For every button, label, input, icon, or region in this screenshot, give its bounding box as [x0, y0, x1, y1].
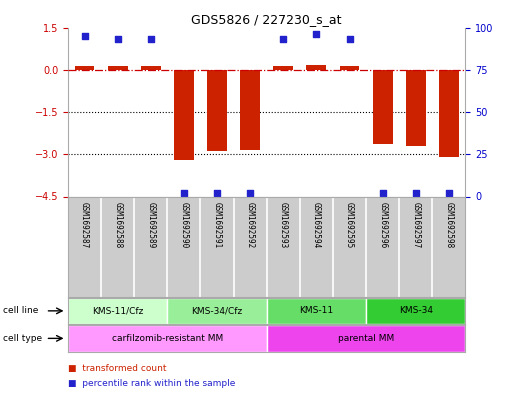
- Bar: [267, 325, 465, 352]
- Text: GSM1692589: GSM1692589: [146, 202, 155, 248]
- Bar: [75, 66, 95, 70]
- Bar: [267, 298, 366, 324]
- Point: [246, 190, 254, 196]
- Point: [146, 36, 155, 42]
- Text: KMS-34: KMS-34: [399, 307, 433, 315]
- Bar: [306, 65, 326, 70]
- Text: cell line: cell line: [3, 307, 38, 315]
- Text: parental MM: parental MM: [338, 334, 394, 343]
- Bar: [68, 298, 167, 324]
- Text: ■  percentile rank within the sample: ■ percentile rank within the sample: [68, 379, 235, 387]
- Bar: [207, 70, 227, 151]
- Text: ■  transformed count: ■ transformed count: [68, 364, 166, 373]
- Text: GSM1692597: GSM1692597: [411, 202, 420, 248]
- Point: [445, 190, 453, 196]
- Text: carfilzomib-resistant MM: carfilzomib-resistant MM: [112, 334, 223, 343]
- Text: GSM1692593: GSM1692593: [279, 202, 288, 248]
- Text: KMS-11: KMS-11: [299, 307, 334, 315]
- Text: GSM1692588: GSM1692588: [113, 202, 122, 248]
- Point: [312, 31, 321, 37]
- Text: GSM1692594: GSM1692594: [312, 202, 321, 248]
- Bar: [366, 298, 465, 324]
- Text: GSM1692595: GSM1692595: [345, 202, 354, 248]
- Point: [279, 36, 288, 42]
- Bar: [108, 66, 128, 70]
- Point: [81, 33, 89, 39]
- Text: GSM1692591: GSM1692591: [212, 202, 222, 248]
- Bar: [274, 66, 293, 70]
- Bar: [174, 70, 194, 160]
- Bar: [141, 66, 161, 70]
- Text: GSM1692590: GSM1692590: [179, 202, 188, 248]
- Text: KMS-34/Cfz: KMS-34/Cfz: [191, 307, 243, 315]
- Bar: [167, 298, 267, 324]
- Bar: [240, 70, 260, 150]
- Text: GSM1692587: GSM1692587: [80, 202, 89, 248]
- Bar: [339, 66, 359, 70]
- Text: GSM1692592: GSM1692592: [246, 202, 255, 248]
- Bar: [68, 325, 267, 352]
- Text: cell type: cell type: [3, 334, 42, 343]
- Title: GDS5826 / 227230_s_at: GDS5826 / 227230_s_at: [191, 13, 342, 26]
- Point: [180, 190, 188, 196]
- Point: [379, 190, 387, 196]
- Bar: [406, 70, 426, 146]
- Bar: [373, 70, 393, 144]
- Text: KMS-11/Cfz: KMS-11/Cfz: [92, 307, 143, 315]
- Point: [213, 190, 221, 196]
- Point: [113, 36, 122, 42]
- Point: [412, 190, 420, 196]
- Bar: [439, 70, 459, 157]
- Point: [345, 36, 354, 42]
- Text: GSM1692596: GSM1692596: [378, 202, 387, 248]
- Text: GSM1692598: GSM1692598: [445, 202, 453, 248]
